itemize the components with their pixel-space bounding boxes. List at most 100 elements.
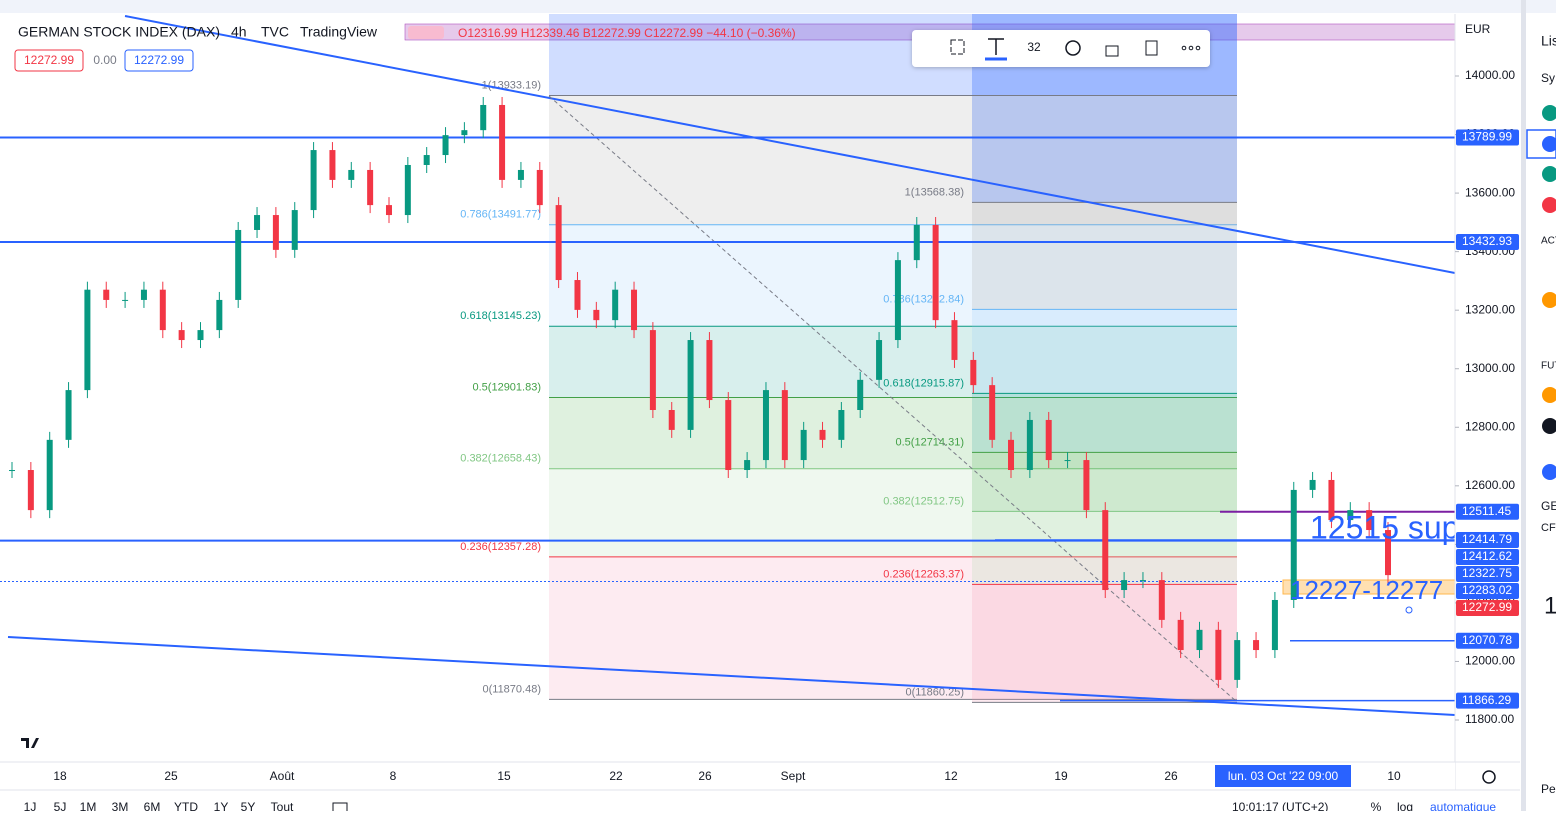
side-text[interactable]: Pe (1541, 782, 1556, 796)
side-icon[interactable] (1542, 387, 1556, 403)
range-button[interactable]: 5Y (241, 800, 256, 814)
side-icon[interactable] (1542, 105, 1556, 121)
time-label: 22 (609, 769, 623, 783)
candle-body (1158, 580, 1165, 620)
candle-body (951, 320, 958, 360)
side-text[interactable]: CF (1541, 522, 1556, 534)
candle-body (310, 150, 317, 211)
candle-body (272, 215, 279, 250)
percent-toggle[interactable]: % (1371, 800, 1382, 814)
side-text[interactable]: ACT (1541, 236, 1556, 247)
ohlc: O12316.99 H12339.46 B12272.99 C12272.99 … (458, 26, 796, 40)
price-tag-label: 12272.99 (1462, 600, 1512, 614)
icon-more[interactable] (1195, 45, 1201, 51)
sell-price: 12272.99 (24, 53, 74, 67)
buy-price: 12272.99 (134, 53, 184, 67)
side-icon[interactable] (1542, 197, 1556, 213)
range-button[interactable]: 1Y (214, 800, 229, 814)
fib-label: 0.382(12658.43) (460, 453, 541, 465)
candle-body (1234, 640, 1241, 680)
icon-more[interactable] (1181, 45, 1187, 51)
icon-more[interactable] (1188, 45, 1194, 51)
trend-dash (548, 95, 1238, 703)
side-icon[interactable] (1542, 166, 1556, 182)
range-button[interactable]: 1J (24, 800, 37, 814)
logo (21, 738, 39, 748)
candle-body (1121, 580, 1128, 591)
zone (1282, 579, 1455, 595)
annotation: 12227-12277 (1290, 575, 1443, 605)
bottom-bar (0, 790, 1520, 811)
clock: 10:01:17 (UTC+2) (1232, 800, 1328, 811)
icon-settings[interactable] (1065, 40, 1081, 56)
fib-label: 0.5(12901.83) (473, 381, 542, 393)
price-tick-label: 13600.00 (1465, 185, 1515, 199)
candle-body (254, 215, 261, 230)
candle-body (970, 359, 977, 386)
price-tick-label: 13200.00 (1465, 302, 1515, 316)
side-text[interactable]: Sy (1541, 71, 1555, 85)
price-tag-label: 12070.78 (1462, 633, 1512, 647)
icon-lock[interactable] (1105, 45, 1119, 57)
range-button[interactable]: 1M (80, 800, 97, 814)
fib-label: 0(11870.48) (482, 683, 541, 695)
price-tag (1456, 549, 1519, 566)
log-toggle[interactable]: log (1397, 800, 1413, 814)
candle-body (1271, 599, 1278, 651)
price-tag (1456, 583, 1519, 600)
icon-text-tool[interactable] (988, 38, 1004, 55)
side-icon[interactable] (1542, 292, 1556, 308)
price-tag (1456, 600, 1519, 617)
candle-body (404, 164, 411, 216)
currency[interactable]: EUR (1465, 22, 1491, 36)
time-label: 8 (390, 769, 397, 783)
font-size[interactable]: 32 (1027, 40, 1041, 54)
range-button[interactable]: 5J (54, 800, 67, 814)
candle-body (178, 330, 185, 341)
range-button[interactable]: Tout (271, 800, 294, 814)
buy-box[interactable] (124, 49, 194, 72)
fib-band (972, 202, 1237, 310)
price-tag (1456, 632, 1519, 649)
side-text[interactable]: FUT (1541, 361, 1556, 372)
candle-body (687, 340, 694, 430)
side-text[interactable]: 1 (1544, 592, 1556, 619)
price-tag (1456, 129, 1519, 146)
side-icon[interactable] (1542, 464, 1556, 480)
settings-icon[interactable] (1482, 770, 1496, 784)
time-label: 25 (164, 769, 178, 783)
sell-box[interactable] (14, 49, 84, 72)
fib-band (972, 309, 1237, 394)
icon[interactable] (950, 39, 965, 55)
price-tag-label: 12322.75 (1462, 566, 1512, 580)
side-text[interactable]: Lis (1541, 33, 1556, 49)
candle-body (876, 340, 883, 380)
candle-body (894, 260, 901, 341)
candle-body (1026, 419, 1033, 471)
spread: 0.00 (93, 53, 117, 67)
candle-body (1309, 479, 1316, 490)
side-icon[interactable] (1542, 136, 1556, 152)
candle-body (574, 280, 581, 310)
range-button[interactable]: 6M (144, 800, 161, 814)
range-button[interactable]: 3M (112, 800, 129, 814)
price-tag (1456, 566, 1519, 583)
candle-body (461, 130, 468, 136)
candle-body (536, 169, 543, 206)
auto-toggle[interactable]: automatique (1430, 800, 1496, 814)
candle-body (140, 289, 147, 300)
range-button[interactable]: YTD (174, 800, 198, 814)
side-text[interactable]: GE (1541, 499, 1556, 513)
header-text: GERMAN STOCK INDEX (DAX) (18, 24, 220, 40)
candle-body (1328, 479, 1335, 521)
side-icon[interactable] (1542, 418, 1556, 434)
icon-trash[interactable] (1145, 40, 1158, 56)
price-tag-label: 11866.29 (1462, 693, 1511, 707)
fib-label: 0.5(12714.31) (896, 436, 965, 448)
candle-body (122, 299, 129, 301)
price-tag-label: 12511.45 (1462, 504, 1511, 518)
candle-body (1083, 460, 1090, 511)
